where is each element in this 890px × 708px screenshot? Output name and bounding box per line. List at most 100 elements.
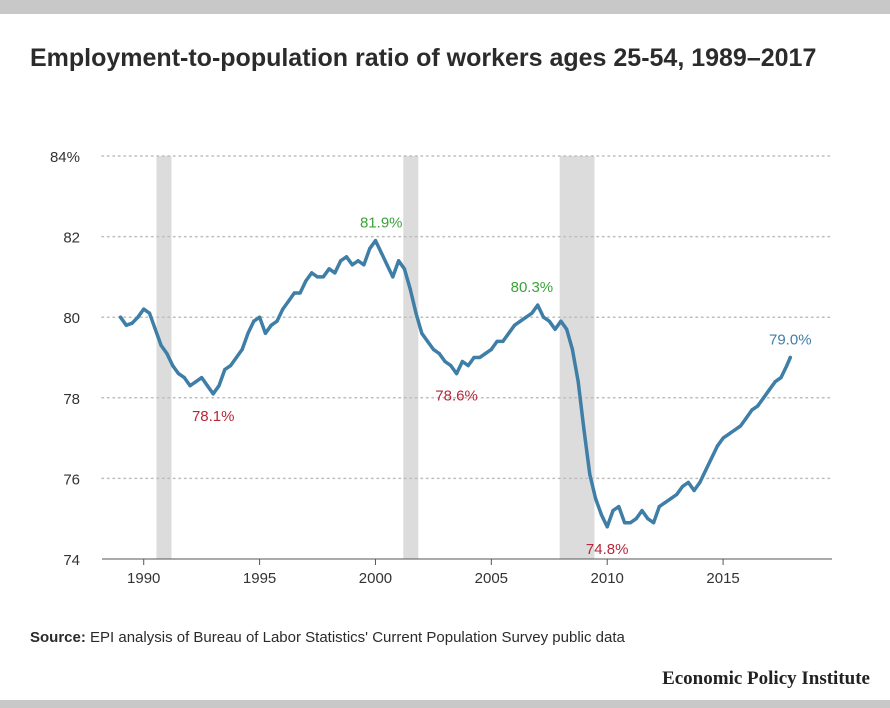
- data-point-5: [147, 311, 152, 315]
- data-point-95: [669, 496, 673, 501]
- x-tick-label-1995: 1995: [243, 570, 276, 587]
- data-point-59: [460, 359, 464, 364]
- data-point-35: [321, 275, 325, 279]
- data-point-80: [582, 428, 586, 432]
- y-tick-label-74: 74: [63, 552, 80, 569]
- data-point-50: [408, 287, 412, 291]
- series-line: [118, 238, 793, 529]
- recession-band-2: [559, 156, 595, 559]
- x-tick-label-2000: 2000: [359, 570, 392, 587]
- data-point-116: [788, 355, 792, 360]
- data-point-44: [373, 239, 378, 243]
- data-point-93: [657, 505, 661, 509]
- data-point-46: [385, 263, 389, 267]
- data-point-98: [686, 480, 690, 485]
- data-point-101: [704, 468, 708, 472]
- data-point-106: [733, 428, 737, 432]
- data-point-8: [165, 351, 169, 356]
- data-point-83: [599, 513, 604, 517]
- data-point-2: [130, 321, 134, 325]
- data-label-2: 78.6%: [435, 388, 478, 405]
- y-tick-label-78: 78: [63, 391, 80, 408]
- data-point-19: [229, 363, 233, 368]
- data-point-27: [275, 319, 279, 323]
- data-point-82: [594, 496, 598, 501]
- data-point-0: [118, 315, 123, 319]
- data-point-90: [640, 509, 644, 513]
- data-point-67: [507, 331, 511, 335]
- data-point-11: [182, 376, 186, 380]
- data-point-62: [478, 355, 482, 360]
- data-point-12: [188, 384, 192, 388]
- data-point-29: [286, 299, 291, 303]
- data-point-13: [194, 380, 198, 384]
- data-point-3: [136, 315, 140, 319]
- data-point-1: [124, 323, 128, 327]
- data-point-26: [269, 323, 273, 327]
- data-point-47: [391, 275, 395, 279]
- data-point-81: [588, 472, 592, 476]
- data-point-91: [646, 517, 650, 521]
- data-point-75: [553, 327, 557, 331]
- data-point-64: [489, 347, 493, 352]
- epi-logo: Economic Policy Institute: [662, 668, 870, 689]
- recession-band-1: [403, 156, 419, 559]
- data-label-5: 79.0%: [769, 332, 812, 349]
- data-point-10: [176, 372, 181, 376]
- x-tick-label-1990: 1990: [127, 570, 160, 587]
- bottom-border-bar: [0, 700, 890, 708]
- data-point-49: [402, 267, 407, 271]
- data-point-104: [721, 436, 725, 440]
- data-point-76: [559, 319, 563, 323]
- data-point-22: [246, 331, 250, 335]
- data-point-63: [483, 351, 488, 356]
- data-label-1: 81.9%: [360, 215, 403, 232]
- data-point-68: [512, 323, 517, 327]
- data-point-72: [536, 303, 540, 307]
- data-point-23: [252, 319, 256, 323]
- data-point-113: [773, 380, 777, 384]
- data-point-99: [692, 488, 696, 493]
- data-point-60: [466, 363, 470, 368]
- data-point-69: [518, 319, 522, 323]
- data-point-65: [495, 339, 499, 343]
- data-point-33: [310, 271, 314, 275]
- data-point-109: [750, 408, 754, 412]
- data-point-20: [234, 355, 239, 360]
- data-point-32: [304, 279, 308, 283]
- data-point-21: [240, 347, 244, 352]
- data-point-92: [651, 521, 656, 525]
- data-point-31: [298, 291, 302, 295]
- data-point-97: [680, 484, 685, 489]
- data-point-112: [767, 388, 772, 392]
- data-point-108: [744, 416, 748, 420]
- data-point-25: [263, 331, 267, 335]
- data-point-14: [200, 376, 204, 380]
- y-tick-label-82: 82: [63, 230, 80, 247]
- data-point-16: [211, 392, 215, 396]
- data-point-38: [339, 259, 343, 263]
- data-point-41: [356, 259, 360, 263]
- top-border-bar: [0, 0, 890, 14]
- data-point-42: [362, 263, 366, 267]
- y-tick-label-76: 76: [63, 471, 80, 488]
- data-point-28: [281, 307, 285, 311]
- data-point-17: [217, 384, 221, 388]
- data-point-54: [431, 347, 435, 352]
- y-tick-label-84: 84%: [50, 149, 80, 166]
- data-point-86: [617, 505, 621, 509]
- data-point-7: [159, 343, 163, 348]
- x-tick-label-2015: 2015: [706, 570, 739, 587]
- data-point-51: [414, 311, 418, 315]
- data-point-88: [628, 521, 632, 525]
- recession-band-0: [156, 156, 172, 559]
- data-point-96: [675, 492, 679, 497]
- data-point-105: [727, 432, 731, 436]
- data-point-114: [779, 376, 783, 380]
- y-tick-label-80: 80: [63, 310, 80, 327]
- data-point-15: [205, 384, 210, 388]
- data-point-55: [437, 351, 441, 356]
- data-point-103: [715, 444, 719, 448]
- data-point-6: [153, 327, 157, 331]
